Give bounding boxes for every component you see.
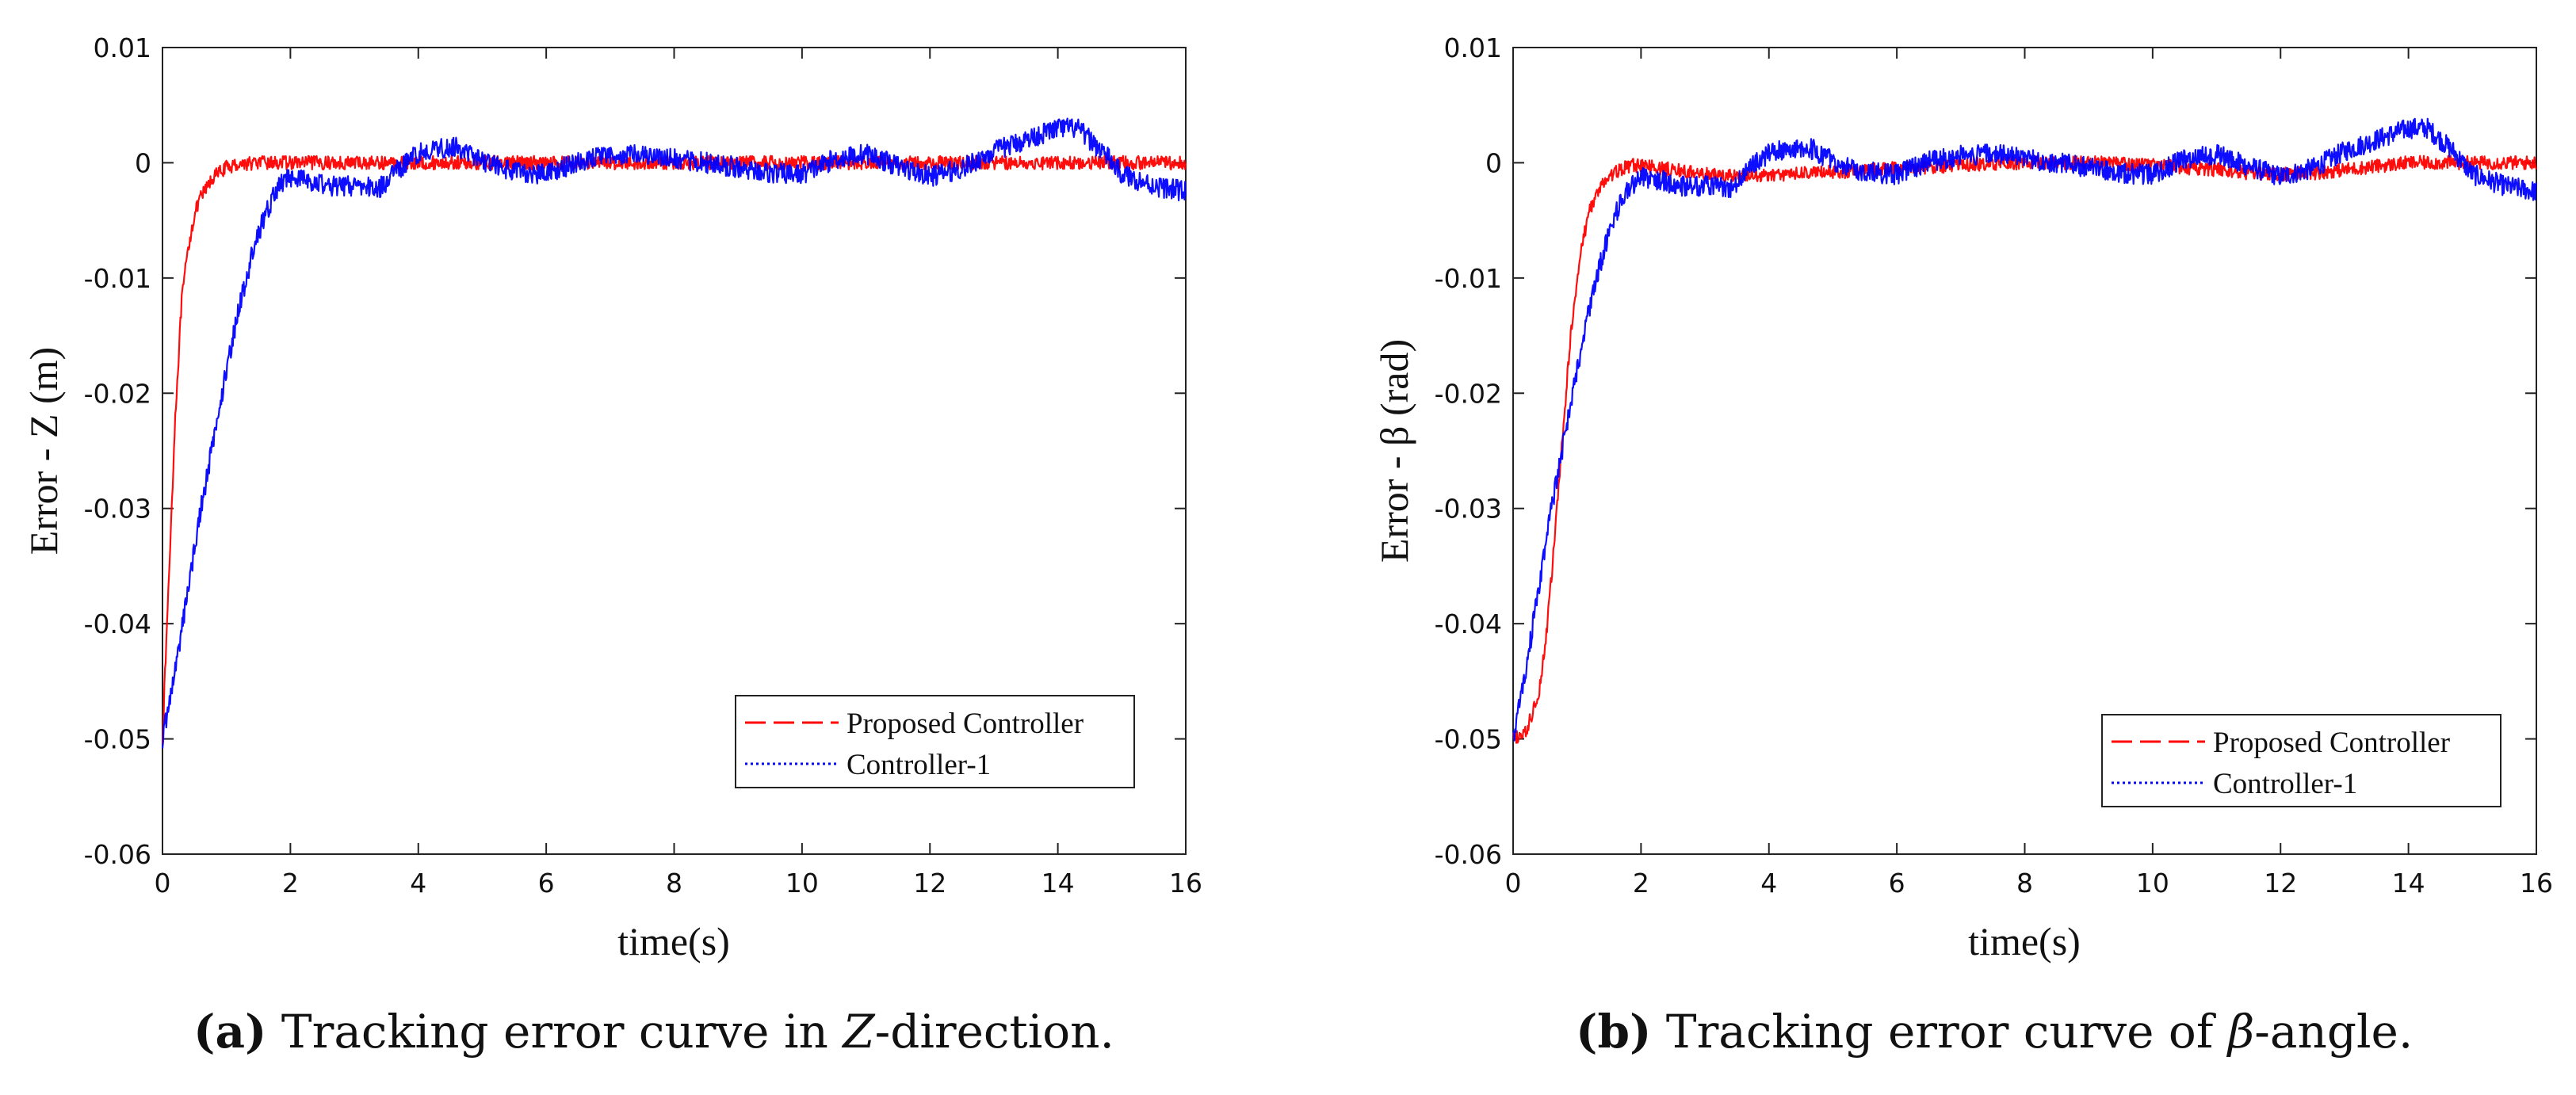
panel-caption: (a) Tracking error curve in Z-direction.	[193, 1005, 1114, 1059]
y-tick-label: -0.02	[1435, 378, 1502, 409]
caption-letter: (a)	[193, 1005, 266, 1059]
x-tick-label: 16	[1169, 868, 1202, 899]
y-tick-label: -0.06	[1435, 839, 1502, 870]
chart-panel-a: 0 2 4 6 8 10 12 14 16 -0.06 -0.05 -0.04 -0.03 -0.02 -0…	[21, 32, 1202, 1059]
y-tick-label: -0.03	[1435, 494, 1502, 525]
y-tick-label: -0.05	[84, 724, 151, 755]
caption-text: Tracking error curve in	[266, 1005, 843, 1059]
caption-symbol: β	[2226, 1005, 2255, 1059]
y-tick-label: -0.06	[84, 839, 151, 870]
y-tick-label: -0.03	[84, 494, 151, 525]
caption-suffix: -angle.	[2254, 1005, 2413, 1059]
caption-text: Tracking error curve of	[1651, 1005, 2227, 1059]
panel-caption: (b) Tracking error curve of β-angle.	[1576, 1005, 2413, 1059]
legend-label: Controller-1	[847, 749, 991, 781]
y-tick-label: -0.01	[1435, 263, 1502, 294]
y-tick-label: 0	[135, 147, 151, 178]
x-tick-label: 0	[1505, 868, 1522, 899]
y-tick-label: -0.01	[84, 263, 151, 294]
caption-letter: (b)	[1576, 1005, 1651, 1059]
caption-suffix: -direction.	[875, 1005, 1114, 1059]
x-tick-label: 0	[155, 868, 171, 899]
y-tick-label: 0	[1485, 147, 1502, 178]
x-tick-label: 8	[2016, 868, 2033, 899]
x-tick-label: 4	[1760, 868, 1777, 899]
caption-symbol: Z	[841, 1005, 876, 1059]
x-tick-label: 4	[410, 868, 426, 899]
chart-panel-b: 0 2 4 6 8 10 12 14 16 -0.06 -0.05 -0.04 -0.03 -0.02 -0…	[1372, 32, 2553, 1059]
series-line-controller-1	[161, 117, 1187, 749]
y-tick-label: -0.02	[84, 378, 151, 409]
y-tick-label: -0.04	[1435, 609, 1502, 639]
x-tick-label: 14	[2392, 868, 2425, 899]
x-tick-label: 10	[2136, 868, 2169, 899]
legend: Proposed Controller Controller-1	[735, 695, 1135, 788]
x-tick-label: 6	[1889, 868, 1905, 899]
legend-label: Proposed Controller	[2213, 727, 2450, 759]
legend-box	[735, 695, 1135, 788]
x-tick-label: 2	[1633, 868, 1649, 899]
x-axis-label: time(s)	[1968, 919, 2081, 963]
x-tick-label: 12	[913, 868, 946, 899]
x-tick-label: 12	[2264, 868, 2297, 899]
y-tick-label: -0.05	[1435, 724, 1502, 755]
x-tick-label: 8	[666, 868, 682, 899]
x-tick-label: 16	[2520, 868, 2553, 899]
x-axis-label: time(s)	[617, 919, 730, 963]
x-tick-label: 6	[538, 868, 555, 899]
x-tick-label: 10	[785, 868, 819, 899]
series-line-controller-1	[1512, 117, 2538, 742]
y-tick-label: 0.01	[1444, 32, 1502, 63]
legend-box	[2101, 714, 2501, 807]
y-axis-label: Error - Z (m)	[21, 347, 66, 555]
legend-label: Proposed Controller	[847, 708, 1084, 740]
y-tick-label: -0.04	[84, 609, 151, 639]
legend-label: Controller-1	[2213, 768, 2357, 800]
legend: Proposed Controller Controller-1	[2101, 714, 2501, 807]
x-tick-label: 2	[282, 868, 299, 899]
y-axis-label: Error - β (rad)	[1372, 339, 1416, 563]
y-tick-label: 0.01	[94, 32, 151, 63]
x-tick-label: 14	[1041, 868, 1075, 899]
